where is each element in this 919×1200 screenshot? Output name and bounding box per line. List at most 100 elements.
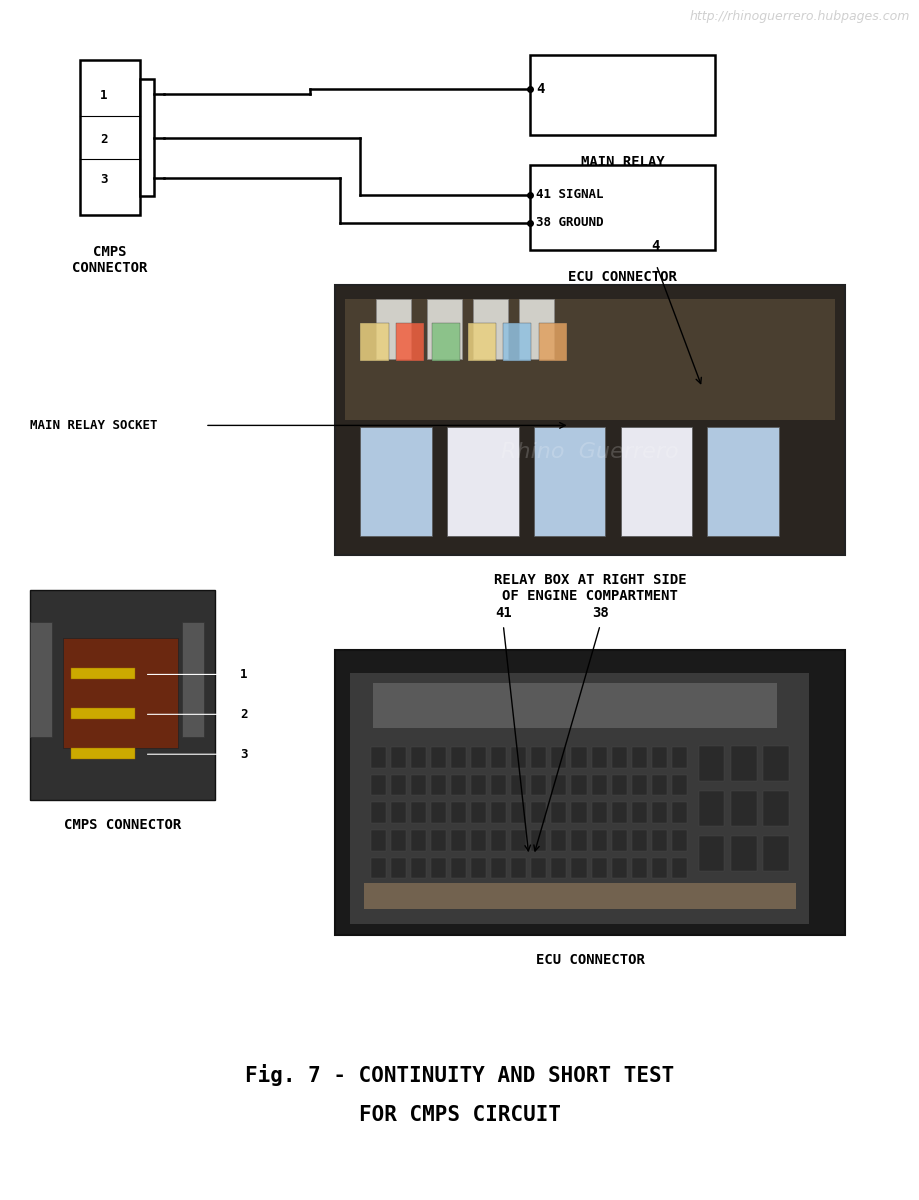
Bar <box>350 673 809 924</box>
Bar <box>140 79 153 196</box>
Bar <box>631 803 646 823</box>
Text: 2: 2 <box>240 708 247 721</box>
Bar <box>360 323 388 361</box>
Bar <box>471 830 485 851</box>
Bar <box>430 830 446 851</box>
Bar <box>430 775 446 796</box>
Bar <box>611 775 626 796</box>
Bar <box>447 427 518 536</box>
Bar <box>539 323 566 361</box>
Bar <box>450 748 466 768</box>
Bar <box>631 858 646 878</box>
Bar <box>731 791 755 826</box>
Bar <box>335 650 844 935</box>
Bar <box>430 803 446 823</box>
Bar <box>411 748 425 768</box>
Bar <box>472 299 508 359</box>
Bar <box>671 775 686 796</box>
Bar <box>763 791 788 826</box>
Bar <box>698 745 723 781</box>
Bar <box>411 775 425 796</box>
Bar <box>698 791 723 826</box>
Bar <box>731 745 755 781</box>
Text: http://rhinoguerrero.hubpages.com: http://rhinoguerrero.hubpages.com <box>689 10 909 23</box>
Bar <box>533 427 605 536</box>
Text: FOR CMPS CIRCUIT: FOR CMPS CIRCUIT <box>358 1105 561 1124</box>
Bar <box>511 803 526 823</box>
Bar <box>396 323 424 361</box>
Bar <box>531 748 546 768</box>
Bar <box>550 858 566 878</box>
Bar <box>182 622 204 737</box>
Bar <box>370 748 385 768</box>
Bar <box>671 803 686 823</box>
Bar <box>763 745 788 781</box>
Bar <box>491 748 505 768</box>
Bar <box>71 748 135 760</box>
Bar <box>651 803 666 823</box>
Text: 38: 38 <box>591 606 607 620</box>
Text: 1: 1 <box>100 89 108 102</box>
Text: MAIN RELAY SOCKET: MAIN RELAY SOCKET <box>30 419 157 432</box>
Bar <box>518 299 553 359</box>
Text: CMPS
CONNECTOR: CMPS CONNECTOR <box>73 245 148 275</box>
Bar <box>431 323 460 361</box>
Bar <box>391 748 405 768</box>
Bar <box>550 748 566 768</box>
Bar <box>671 858 686 878</box>
Bar <box>611 803 626 823</box>
Bar <box>529 55 714 136</box>
Bar <box>571 775 586 796</box>
Bar <box>370 830 385 851</box>
Bar <box>491 830 505 851</box>
Bar <box>731 836 755 871</box>
Bar <box>591 775 606 796</box>
Bar <box>391 803 405 823</box>
Text: ECU CONNECTOR: ECU CONNECTOR <box>567 270 676 284</box>
Bar <box>571 803 586 823</box>
Bar <box>30 622 52 737</box>
Bar <box>467 323 495 361</box>
Bar <box>651 775 666 796</box>
Bar <box>430 858 446 878</box>
Bar <box>450 830 466 851</box>
Text: 2: 2 <box>100 132 108 145</box>
Bar <box>611 830 626 851</box>
Bar <box>511 775 526 796</box>
Bar <box>531 830 546 851</box>
Text: RELAY BOX AT RIGHT SIDE
OF ENGINE COMPARTMENT: RELAY BOX AT RIGHT SIDE OF ENGINE COMPAR… <box>494 574 686 604</box>
Bar <box>426 299 462 359</box>
Bar <box>611 748 626 768</box>
Bar <box>471 858 485 878</box>
Bar <box>364 883 795 908</box>
Bar <box>671 830 686 851</box>
Bar <box>370 803 385 823</box>
Bar <box>471 748 485 768</box>
Text: CMPS CONNECTOR: CMPS CONNECTOR <box>63 818 181 832</box>
Bar <box>591 803 606 823</box>
Bar <box>71 667 135 679</box>
Bar <box>345 299 834 420</box>
Bar <box>511 748 526 768</box>
Bar <box>503 323 531 361</box>
Bar <box>411 830 425 851</box>
Bar <box>391 775 405 796</box>
Bar <box>80 60 140 215</box>
Bar <box>631 775 646 796</box>
Bar <box>550 830 566 851</box>
Bar <box>450 858 466 878</box>
Bar <box>370 775 385 796</box>
Bar <box>63 638 177 748</box>
Bar <box>511 858 526 878</box>
Bar <box>391 830 405 851</box>
Bar <box>491 803 505 823</box>
Bar <box>491 858 505 878</box>
Text: Rhino  Guerrero: Rhino Guerrero <box>501 443 678 462</box>
Bar <box>511 830 526 851</box>
Bar <box>450 775 466 796</box>
Bar <box>571 858 586 878</box>
Bar <box>471 803 485 823</box>
Text: 41: 41 <box>494 606 511 620</box>
Bar <box>707 427 777 536</box>
Bar <box>391 858 405 878</box>
